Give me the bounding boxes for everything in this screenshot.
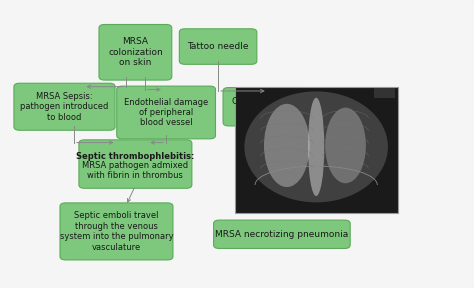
FancyBboxPatch shape xyxy=(99,24,172,80)
Ellipse shape xyxy=(308,98,324,196)
FancyBboxPatch shape xyxy=(179,29,257,64)
Text: MRSA Sepsis:
pathogen introduced
to blood: MRSA Sepsis: pathogen introduced to bloo… xyxy=(20,92,109,122)
Text: Tattoo needle: Tattoo needle xyxy=(187,42,249,51)
Ellipse shape xyxy=(325,108,366,183)
FancyBboxPatch shape xyxy=(374,88,395,98)
FancyBboxPatch shape xyxy=(235,87,398,213)
Text: Endothelial damage
of peripheral
blood vessel: Endothelial damage of peripheral blood v… xyxy=(124,98,208,127)
Text: Septic thrombophlebitis:: Septic thrombophlebitis: xyxy=(76,152,194,161)
Ellipse shape xyxy=(264,104,310,187)
Text: Cutaneous MRSA
skin abscesses: Cutaneous MRSA skin abscesses xyxy=(232,97,304,116)
FancyBboxPatch shape xyxy=(60,203,173,260)
Ellipse shape xyxy=(245,91,388,202)
FancyBboxPatch shape xyxy=(214,220,350,249)
FancyBboxPatch shape xyxy=(117,86,216,139)
FancyBboxPatch shape xyxy=(79,140,192,188)
Text: MRSA
colonization
on skin: MRSA colonization on skin xyxy=(108,37,163,67)
Text: Septic emboli travel
through the venous
system into the pulmonary
vasculature: Septic emboli travel through the venous … xyxy=(60,211,173,251)
FancyBboxPatch shape xyxy=(223,88,312,126)
FancyBboxPatch shape xyxy=(14,83,115,130)
Text: MRSA necrotizing pneumonia: MRSA necrotizing pneumonia xyxy=(215,230,348,239)
Text: MRSA pathogen admixed
with fibrin in thrombus: MRSA pathogen admixed with fibrin in thr… xyxy=(82,161,189,180)
